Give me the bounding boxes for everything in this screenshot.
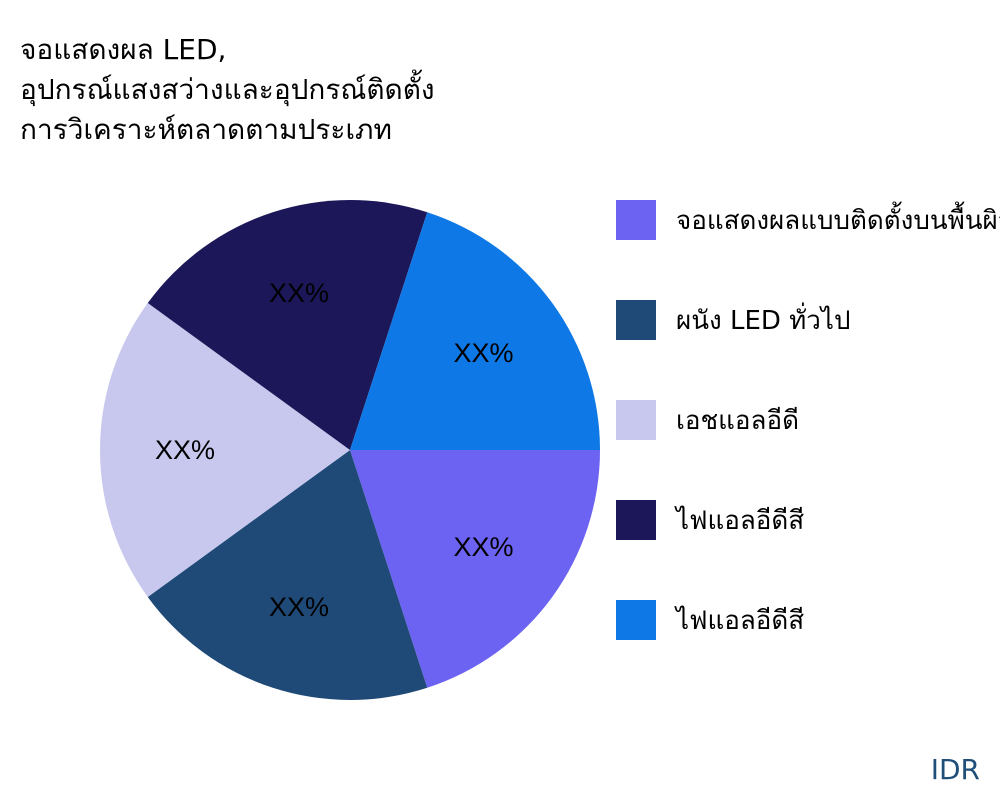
legend-item: เอชแอลอีดี (616, 400, 1000, 440)
pie-slice (147, 200, 428, 450)
legend-swatch (616, 300, 656, 340)
legend-swatch (616, 400, 656, 440)
chart-title: จอแสดงผล LED, อุปกรณ์แสงสว่างและอุปกรณ์ต… (20, 30, 580, 150)
pie-slice-label: XX% (453, 532, 513, 562)
pie-slice-label: XX% (269, 592, 329, 622)
legend-swatch (616, 500, 656, 540)
legend-label: จอแสดงผลแบบติดตั้งบนพื้นผิว (676, 205, 1000, 236)
legend-label: ไฟแอลอีดีสี (676, 605, 805, 636)
legend-item: จอแสดงผลแบบติดตั้งบนพื้นผิว (616, 200, 1000, 240)
brand-logo-text: IDR (930, 753, 980, 786)
pie-slice (350, 212, 600, 450)
pie-slice-label: XX% (453, 338, 513, 368)
pie-slice-label: XX% (155, 435, 215, 465)
chart-title-line-1: จอแสดงผล LED, (20, 33, 227, 66)
pie-slice (147, 450, 428, 700)
pie-slice (100, 303, 350, 597)
pie-chart: XX% XX% XX% XX% XX% (100, 200, 600, 700)
legend-label: ผนัง LED ทั่วไป (676, 305, 851, 336)
legend-label: เอชแอลอีดี (676, 405, 799, 436)
legend-item: ไฟแอลอีดีสี (616, 600, 1000, 640)
legend-item: ผนัง LED ทั่วไป (616, 300, 1000, 340)
pie-slice-label: XX% (269, 278, 329, 308)
legend-swatch (616, 600, 656, 640)
chart-title-line-2: อุปกรณ์แสงสว่างและอุปกรณ์ติดตั้ง (20, 73, 435, 106)
legend-item: ไฟแอลอีดีสี (616, 500, 1000, 540)
legend-swatch (616, 200, 656, 240)
legend-label: ไฟแอลอีดีสี (676, 505, 805, 536)
chart-legend: จอแสดงผลแบบติดตั้งบนพื้นผิว ผนัง LED ทั่… (616, 200, 1000, 700)
pie-slice (350, 450, 600, 688)
chart-title-line-3: การวิเคราะห์ตลาดตามประเภท (20, 113, 392, 146)
